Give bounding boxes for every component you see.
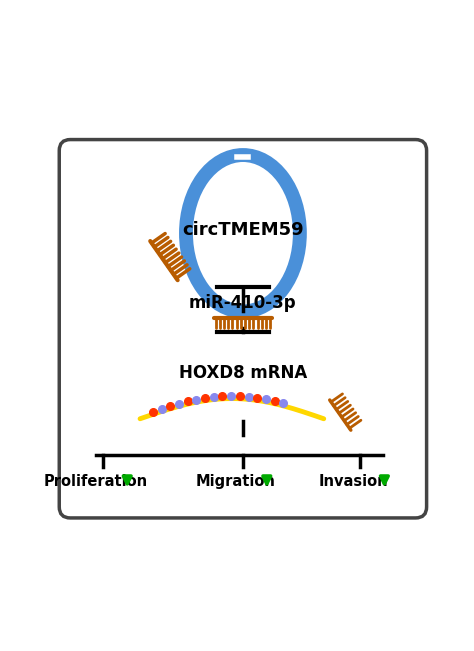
Text: circTMEM59: circTMEM59 xyxy=(182,221,304,238)
FancyBboxPatch shape xyxy=(59,139,427,518)
Text: Proliferation: Proliferation xyxy=(44,474,148,489)
Text: HOXD8 mRNA: HOXD8 mRNA xyxy=(179,364,307,382)
Text: Invasion: Invasion xyxy=(319,474,388,489)
Text: miR-410-3p: miR-410-3p xyxy=(189,294,297,312)
Text: Migration: Migration xyxy=(196,474,275,489)
